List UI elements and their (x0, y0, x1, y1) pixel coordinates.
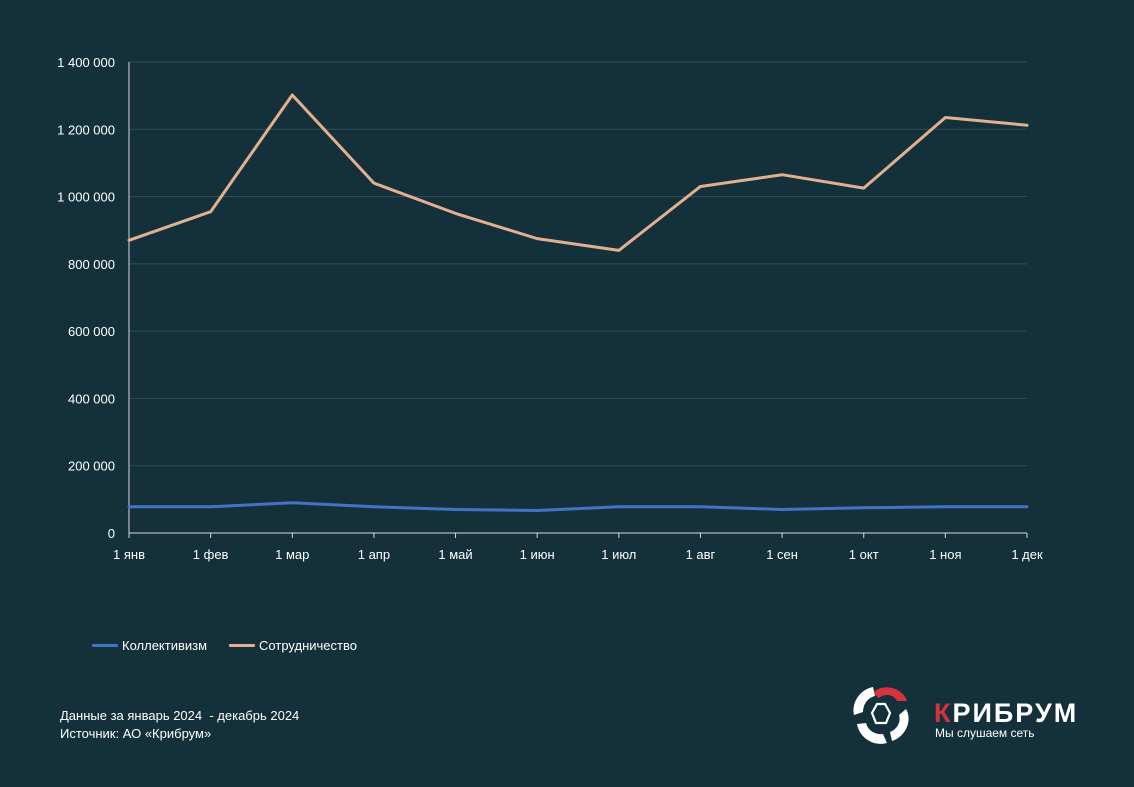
x-tick-label-7: 1 авг (686, 547, 716, 562)
gridlines (129, 61, 1027, 467)
x-tick-label-6: 1 июл (601, 547, 636, 562)
y-tick-label-0: 0 (108, 526, 115, 541)
footnote-source: Источник: АО «Крибрум» (60, 726, 212, 741)
y-tick-label-7: 1 400 000 (57, 55, 115, 70)
x-axis: 1 янв 1 фев 1 мар 1 апр 1 май 1 июн 1 июл 1 авг… (113, 532, 1043, 562)
legend-item-sotrudnichestvo: Сотрудничество (229, 638, 357, 653)
y-tick-label-4: 800 000 (68, 257, 115, 272)
brand-name: КРИБРУМ (934, 698, 1078, 729)
series-line-1 (127, 93, 1029, 252)
x-tick-label-0: 1 янв (113, 547, 145, 562)
legend-swatch-kollektivizm (92, 644, 118, 647)
footnote: Данные за январь 2024 - декабрь 2024 Ист… (60, 707, 299, 743)
x-tick-label-1: 1 фев (193, 547, 229, 562)
legend-item-kollektivizm: Коллективизм (92, 638, 207, 653)
legend: Коллективизм Сотрудничество (92, 638, 357, 653)
x-tick-label-2: 1 мар (275, 547, 309, 562)
legend-label-kollektivizm: Коллективизм (122, 638, 208, 653)
y-tick-label-6: 1 200 000 (57, 122, 115, 137)
brand-logo: КРИБРУМ Мы слушаем сеть (848, 682, 1098, 748)
footnote-period: Данные за январь 2024 - декабрь 2024 (60, 708, 300, 723)
y-axis: 0 200 000 400 000 600 000 800 000 1 000 000 1 … (57, 55, 130, 541)
series-lines (127, 93, 1029, 512)
y-tick-label-3: 600 000 (68, 324, 115, 339)
series-line-0 (127, 501, 1029, 512)
y-tick-label-1: 200 000 (68, 459, 115, 474)
legend-label-sotrudnichestvo: Сотрудничество (259, 638, 357, 653)
x-tick-label-8: 1 сен (766, 547, 798, 562)
x-tick-label-3: 1 апр (358, 547, 390, 562)
x-tick-label-5: 1 июн (520, 547, 555, 562)
y-tick-label-5: 1 000 000 (57, 190, 115, 205)
brand-tagline: Мы слушаем сеть (935, 726, 1035, 740)
legend-swatch-sotrudnichestvo (229, 644, 256, 647)
brand-name-first-letter: К (934, 698, 953, 728)
x-tick-label-9: 1 окт (849, 547, 879, 562)
kribrum-logo-icon (853, 687, 909, 744)
brand-name-rest: РИБРУМ (952, 698, 1079, 728)
x-tick-label-10: 1 ноя (929, 547, 961, 562)
y-tick-label-2: 400 000 (68, 391, 115, 406)
x-tick-label-11: 1 дек (1011, 547, 1043, 562)
x-tick-label-4: 1 май (438, 547, 472, 562)
line-chart: 0 200 000 400 000 600 000 800 000 1 000 000 1 … (57, 55, 1043, 562)
